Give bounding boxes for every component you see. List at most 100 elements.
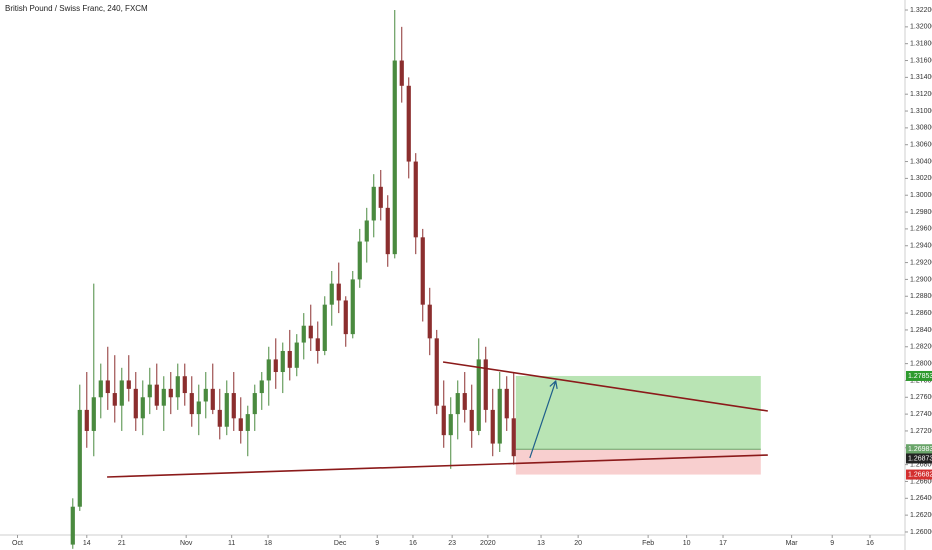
candle-body xyxy=(196,401,201,415)
x-tick-label: 23 xyxy=(448,540,456,547)
last-price-tag: 1.26873 xyxy=(908,455,932,462)
y-tick-label: 1.31000 xyxy=(910,108,932,115)
y-tick-label: 1.31600 xyxy=(910,57,932,64)
candle-body xyxy=(161,388,166,406)
y-tick-label: 1.28400 xyxy=(910,327,932,334)
y-tick-label: 1.29000 xyxy=(910,276,932,283)
trendline xyxy=(442,361,768,412)
x-tick-label: 16 xyxy=(866,540,874,547)
y-tick-label: 1.27400 xyxy=(910,411,932,418)
entry-price-tag-bg xyxy=(906,444,932,455)
candle-body xyxy=(448,414,453,436)
candle-body xyxy=(343,300,348,335)
candle-body xyxy=(231,393,236,419)
x-tick-label: 21 xyxy=(118,540,126,547)
candle-body xyxy=(427,304,432,339)
chart-title: British Pound / Swiss Franc, 240, FXCM xyxy=(5,4,148,13)
candle-body xyxy=(189,393,194,415)
axes: 1.260001.262001.264001.266001.268001.270… xyxy=(12,7,932,547)
x-tick-label: 9 xyxy=(375,540,379,547)
candle-body xyxy=(413,161,418,238)
x-tick-label: 2020 xyxy=(480,540,496,547)
candle-body xyxy=(287,350,292,368)
y-tick-label: 1.29600 xyxy=(910,226,932,233)
stop-price-tag: 1.26682 xyxy=(908,471,932,478)
candle-body xyxy=(98,380,103,398)
candle-body xyxy=(476,359,481,431)
stop-price-tag-bg xyxy=(906,469,932,480)
candle-body xyxy=(371,186,376,221)
y-tick-label: 1.30600 xyxy=(910,142,932,149)
candle-body xyxy=(308,325,313,339)
x-tick-label: 17 xyxy=(719,540,727,547)
y-tick-label: 1.26400 xyxy=(910,495,932,502)
candle-body xyxy=(462,393,467,410)
target-price-tag: 1.27853 xyxy=(908,373,932,380)
y-tick-label: 1.29200 xyxy=(910,259,932,266)
candle-body xyxy=(336,283,341,301)
x-tick-label: Dec xyxy=(334,540,347,547)
candle-body xyxy=(119,380,124,406)
candle-body xyxy=(434,338,439,406)
candle-body xyxy=(133,388,138,419)
y-tick-label: 1.29800 xyxy=(910,209,932,216)
candle-body xyxy=(294,342,299,368)
candle-body xyxy=(175,376,180,398)
y-tick-label: 1.28800 xyxy=(910,293,932,300)
candle-body xyxy=(483,359,488,410)
x-tick-label: 9 xyxy=(830,540,834,547)
candle-body xyxy=(266,359,271,381)
candle-body xyxy=(322,304,327,351)
candle-body xyxy=(126,380,131,389)
x-tick-label: 10 xyxy=(683,540,691,547)
y-tick-label: 1.31800 xyxy=(910,41,932,48)
candle-body xyxy=(301,325,306,343)
y-tick-label: 1.28200 xyxy=(910,344,932,351)
y-tick-label: 1.28600 xyxy=(910,310,932,317)
candle-body xyxy=(70,506,75,545)
y-tick-label: 1.27200 xyxy=(910,428,932,435)
candle-body xyxy=(378,186,383,208)
y-tick-label: 1.29400 xyxy=(910,243,932,250)
candle-body xyxy=(490,409,495,444)
y-tick-label: 1.31400 xyxy=(910,74,932,81)
candle-body xyxy=(238,418,243,431)
candle-body xyxy=(469,409,474,431)
candle-body xyxy=(105,380,110,394)
y-tick-label: 1.32200 xyxy=(910,7,932,14)
entry-price-tag: 1.26983 xyxy=(908,446,932,453)
x-tick-label: 18 xyxy=(264,540,272,547)
candle-body xyxy=(315,338,320,351)
candle-body xyxy=(168,388,173,398)
y-tick-label: 1.27600 xyxy=(910,394,932,401)
y-tick-label: 1.28000 xyxy=(910,360,932,367)
candle-body xyxy=(280,350,285,373)
candle-body xyxy=(217,409,222,427)
candle-body xyxy=(182,376,187,394)
candle-body xyxy=(112,393,117,406)
candle-body xyxy=(91,397,96,431)
candle-body xyxy=(455,393,460,415)
x-tick-label: Mar xyxy=(786,540,799,547)
target-price-tag-bg xyxy=(906,370,932,381)
y-tick-label: 1.26800 xyxy=(910,461,932,468)
candle-body xyxy=(210,388,215,410)
plot-area xyxy=(70,10,768,549)
candle-body xyxy=(350,279,355,335)
candle-body xyxy=(441,405,446,436)
x-tick-label: 11 xyxy=(228,540,235,547)
candle-body xyxy=(497,388,502,444)
x-tick-label: 14 xyxy=(83,540,91,547)
candle-body xyxy=(245,414,250,431)
candle-body xyxy=(154,384,159,406)
candle-body xyxy=(420,237,425,305)
trendline xyxy=(107,454,768,478)
candle-body xyxy=(147,384,152,398)
y-tick-label: 1.32000 xyxy=(910,24,932,31)
candle-body xyxy=(273,359,278,373)
x-tick-label: Feb xyxy=(642,540,654,547)
candle-body xyxy=(399,60,404,86)
x-tick-label: Nov xyxy=(180,540,193,547)
